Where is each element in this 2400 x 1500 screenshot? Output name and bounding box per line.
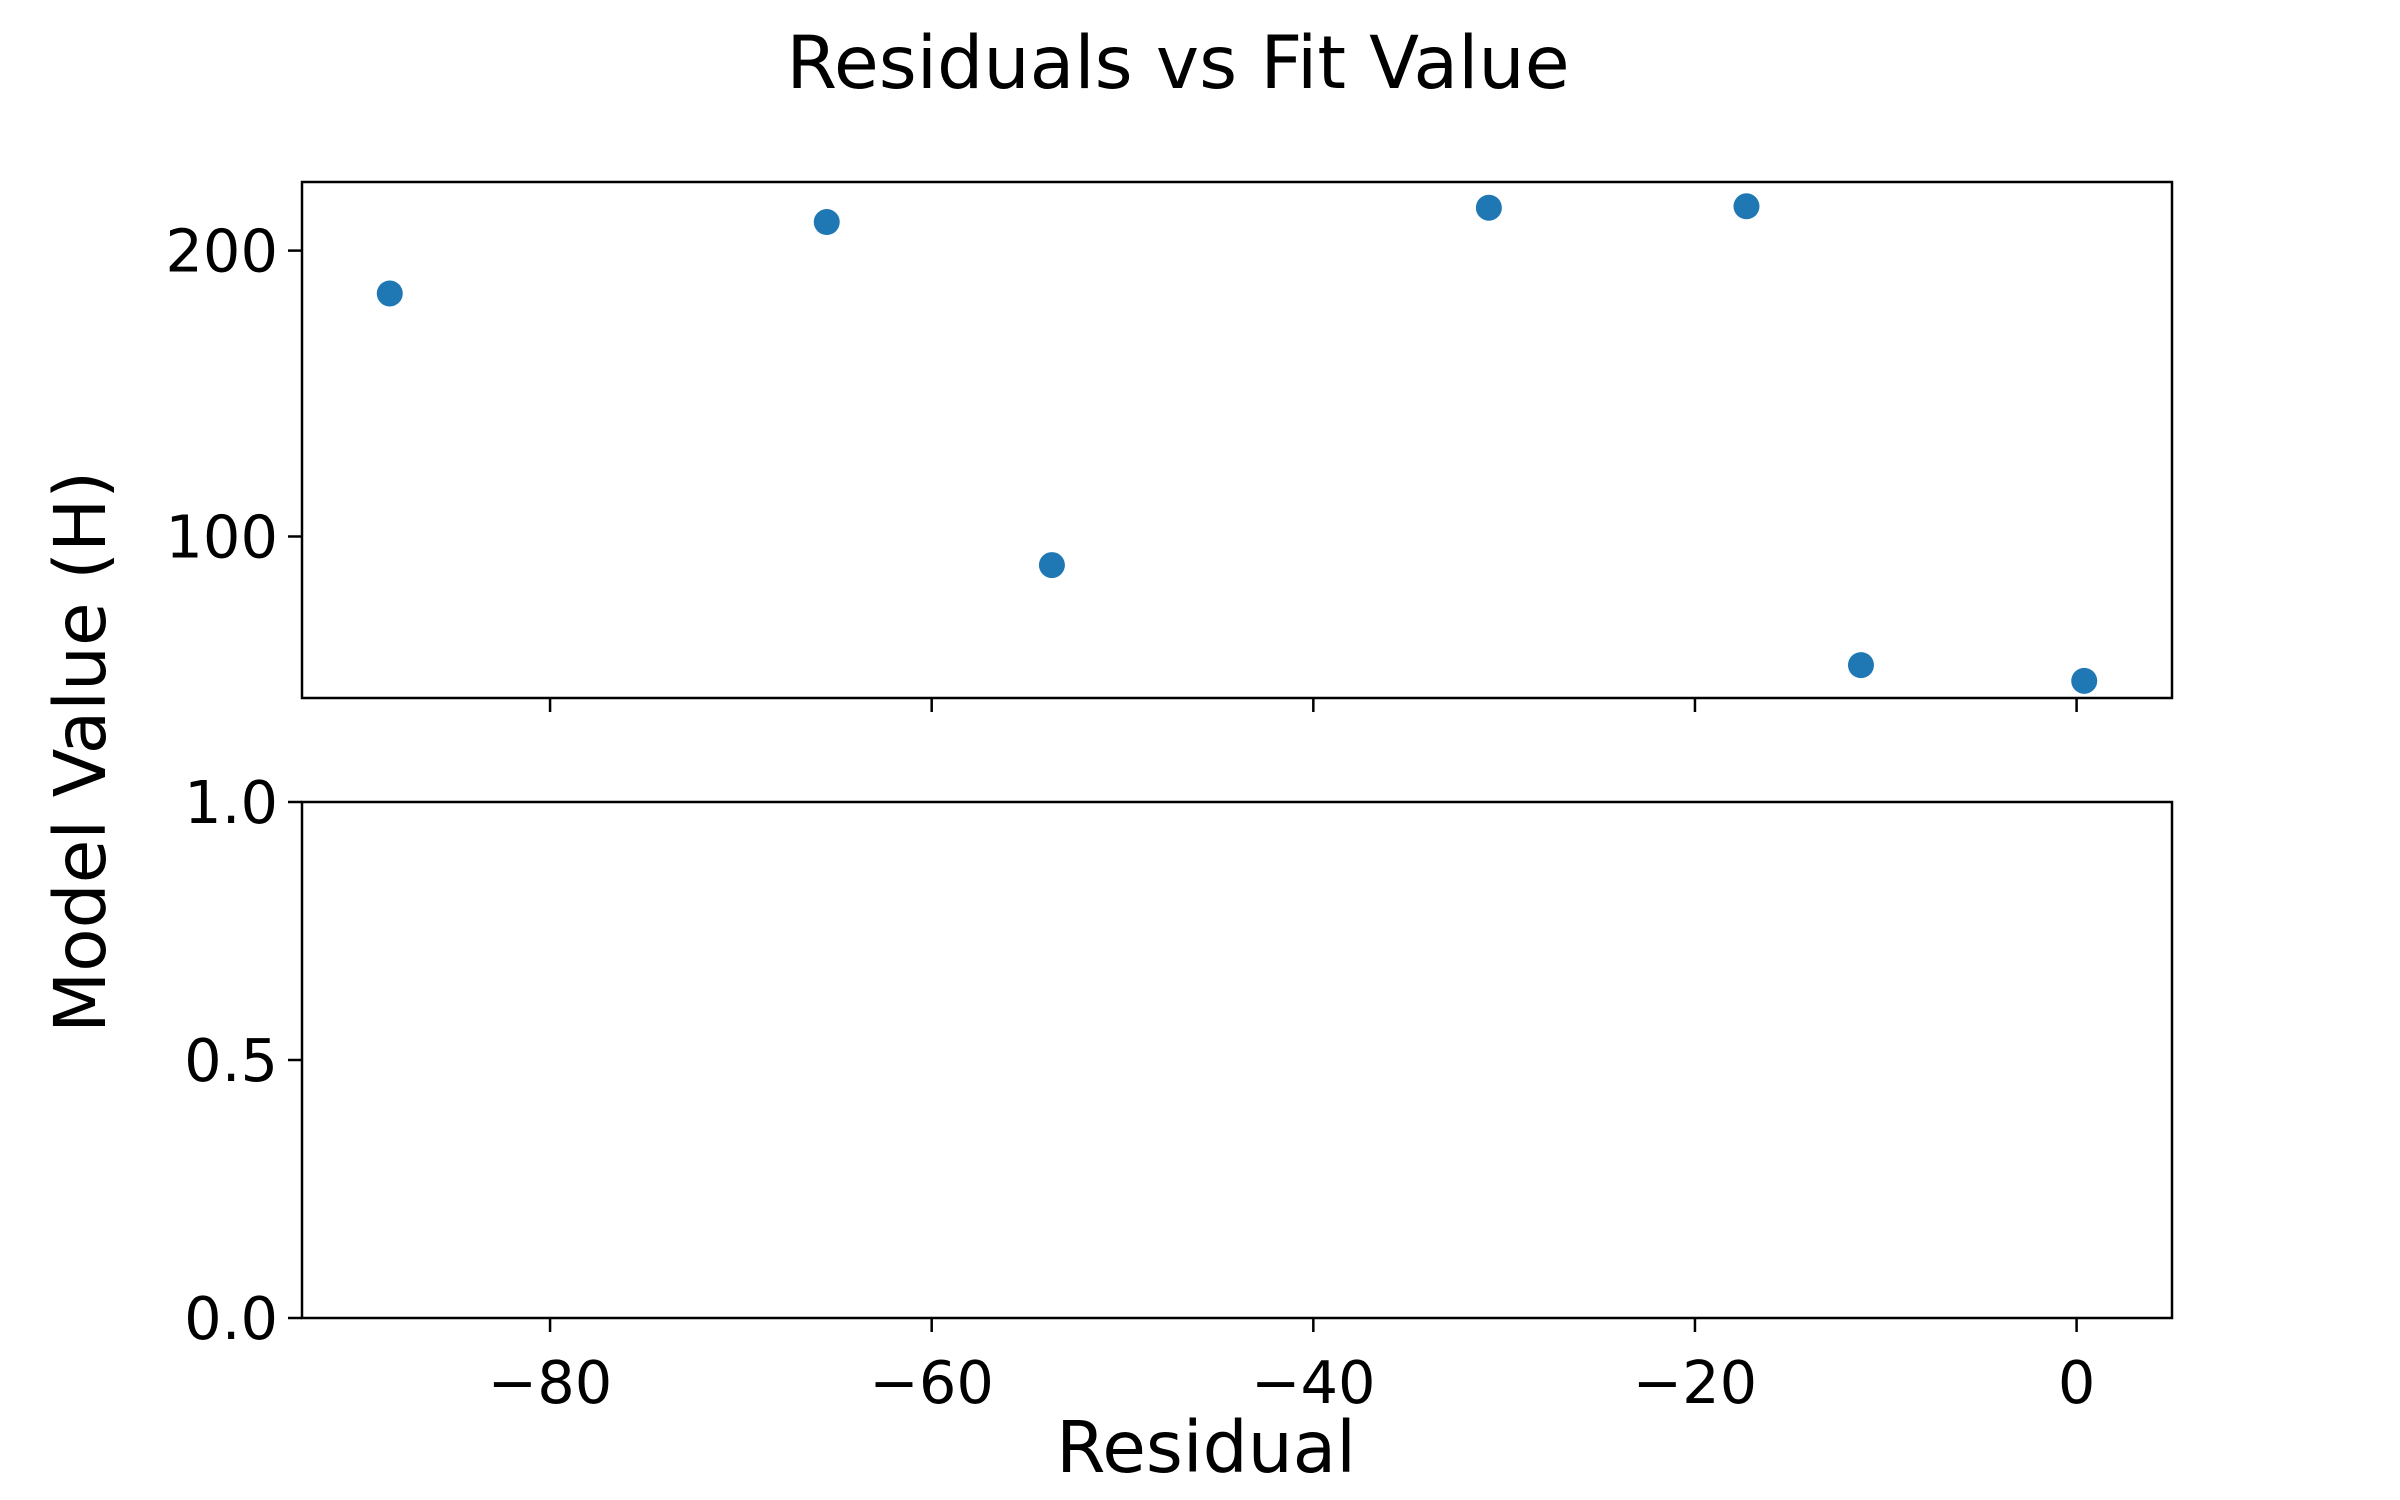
data-point — [376, 280, 403, 307]
y-axis-label: Model Value (H) — [39, 471, 122, 1033]
x-axis-label: Residual — [1056, 1406, 1356, 1489]
y-tick-label: 1.0 — [184, 768, 278, 837]
x-tick-label: −40 — [1251, 1348, 1376, 1417]
x-tick-label: −60 — [869, 1348, 994, 1417]
data-point — [1038, 552, 1065, 579]
panel-2: 0.0 0.5 1.0 −80 −60 −40 −20 0 — [184, 768, 2174, 1417]
panel-1: 100 200 — [165, 180, 2174, 712]
chart-title: Residuals vs Fit Value — [786, 21, 1569, 106]
plot-frame — [300, 800, 2174, 1320]
data-point — [1847, 652, 1874, 679]
x-tick-label: −80 — [488, 1348, 613, 1417]
y-tick-label: 100 — [165, 502, 278, 571]
plot-frame — [300, 180, 2174, 700]
data-point — [1475, 194, 1502, 221]
y-tick-label: 0.5 — [184, 1026, 278, 1095]
x-tick-label: 0 — [2058, 1348, 2096, 1417]
panels: 100 200 0.0 0.5 1.0 −80 −60 −40 −20 0 — [165, 180, 2174, 1417]
y-tick-label: 0.0 — [184, 1284, 278, 1353]
data-point — [1733, 193, 1760, 220]
data-point — [2071, 667, 2098, 694]
y-tick-label: 200 — [165, 217, 278, 286]
x-tick-label: −20 — [1633, 1348, 1758, 1417]
data-point — [813, 209, 840, 236]
